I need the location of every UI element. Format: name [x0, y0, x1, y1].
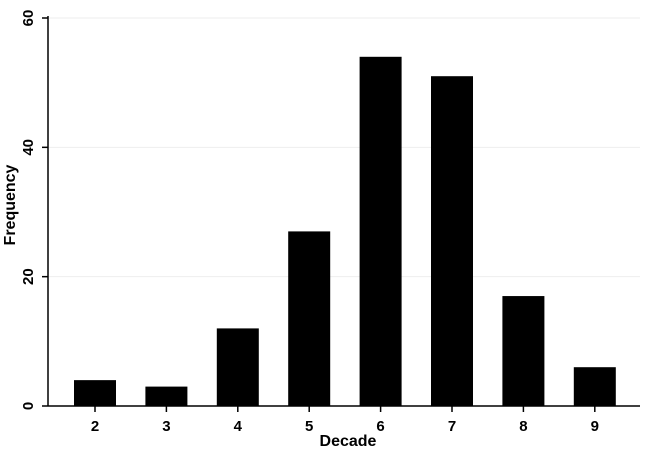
bar-decade-7: [431, 76, 473, 406]
x-tick-label: 2: [91, 418, 99, 435]
bar-decade-5: [288, 231, 331, 406]
x-axis-title: Decade: [320, 433, 377, 450]
x-tick-label: 9: [591, 418, 599, 435]
gridlines: [48, 17, 640, 278]
y-tick-label: 40: [20, 139, 37, 156]
bar-decade-2: [74, 380, 116, 406]
x-tick-label: 8: [519, 418, 527, 435]
bar-decade-3: [145, 386, 188, 406]
x-tick-label: 6: [376, 418, 384, 435]
axes: [47, 16, 640, 407]
y-tick-label: 0: [20, 402, 37, 410]
x-ticks: 2 3 4 5 6 7 8 9: [91, 406, 599, 435]
y-axis-title: Frequency: [2, 164, 19, 245]
bars: [74, 56, 616, 407]
y-tick-label: 20: [20, 268, 37, 285]
x-tick-label: 3: [162, 418, 170, 435]
x-tick-label: 4: [234, 418, 243, 435]
y-ticks: 0 20 40 60: [20, 10, 48, 410]
x-tick-label: 7: [448, 418, 456, 435]
bar-decade-6: [359, 56, 402, 407]
bar-decade-4: [216, 328, 259, 406]
x-tick-label: 5: [305, 418, 313, 435]
y-tick-label: 60: [20, 10, 37, 27]
bar-decade-8: [502, 296, 545, 406]
bar-decade-9: [573, 367, 616, 406]
